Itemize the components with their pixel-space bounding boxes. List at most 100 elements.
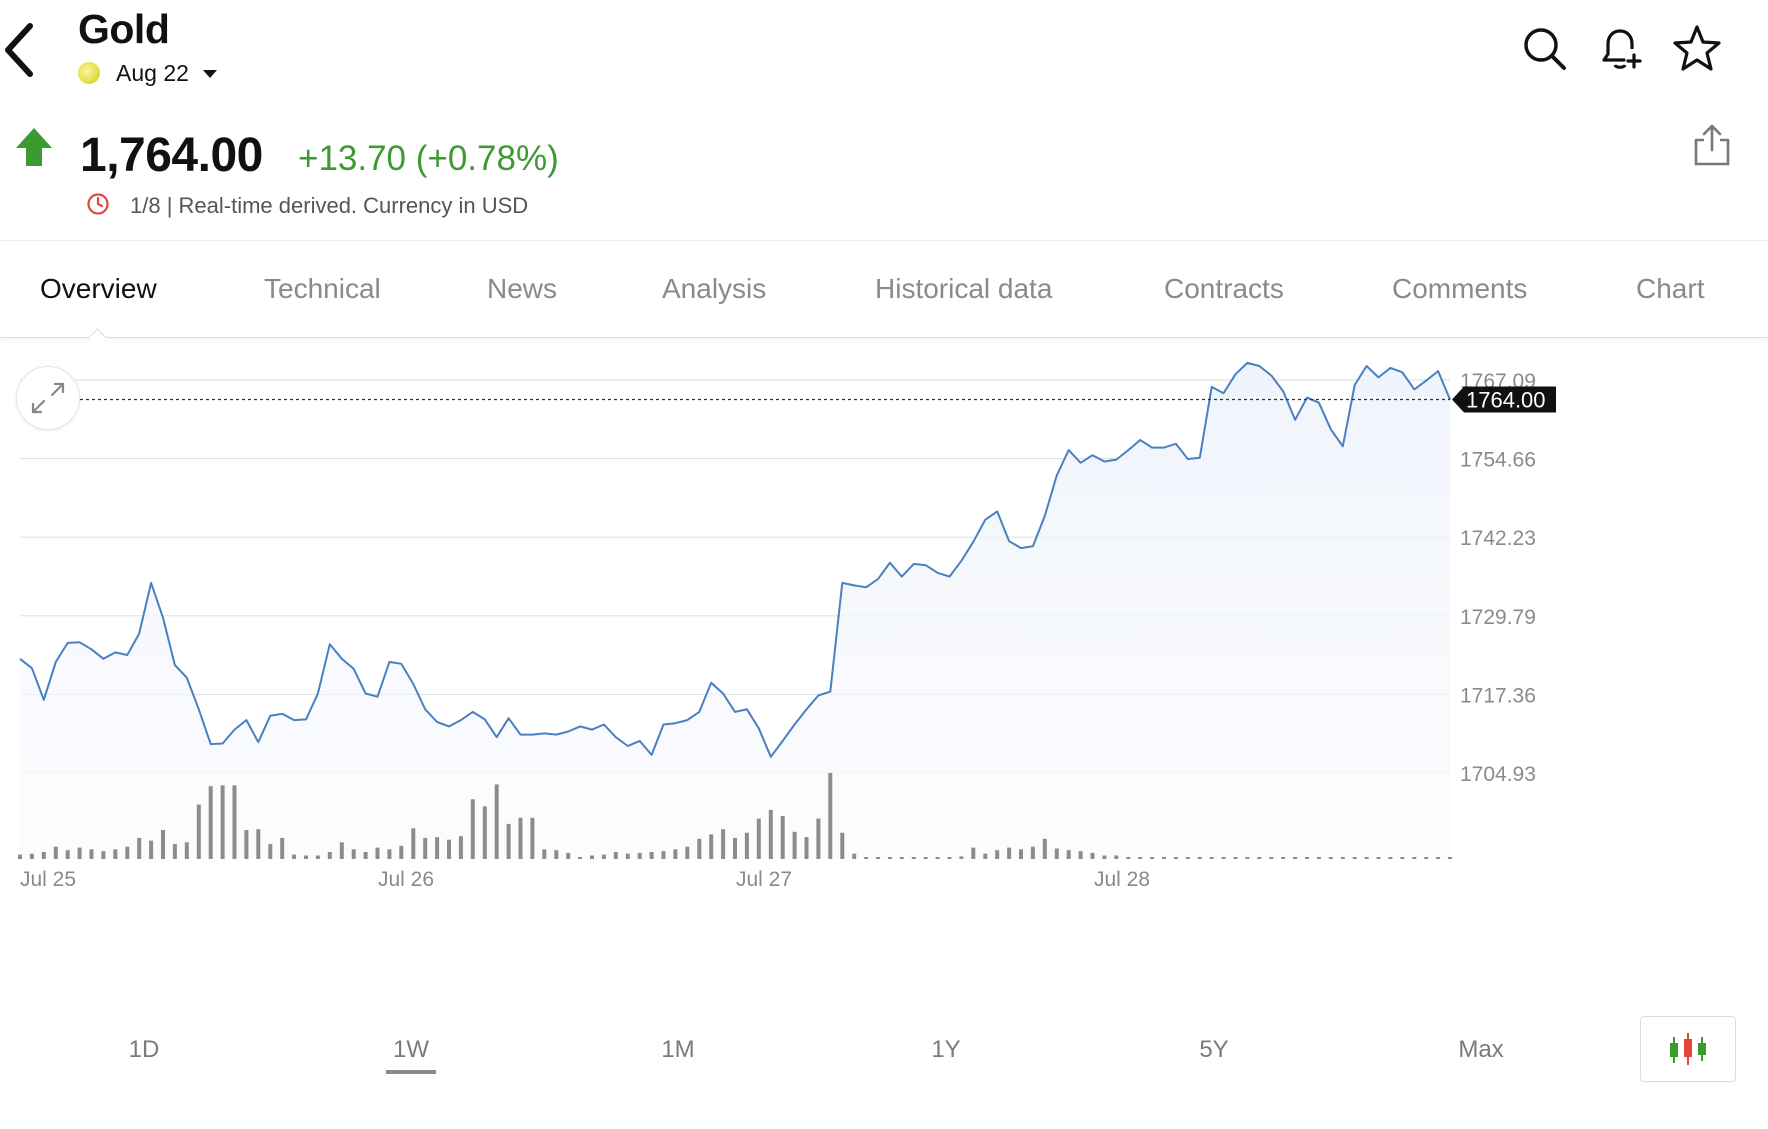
up-arrow-icon bbox=[14, 126, 54, 168]
volume-bar bbox=[89, 849, 94, 859]
volume-bar bbox=[1388, 857, 1393, 859]
volume-bar bbox=[1412, 857, 1417, 859]
chart-type-button[interactable] bbox=[1640, 1016, 1736, 1082]
volume-bar bbox=[1316, 857, 1321, 859]
volume-bar bbox=[852, 853, 857, 859]
volume-bar bbox=[101, 851, 106, 859]
x-tick-label: Jul 27 bbox=[736, 868, 792, 891]
volume-bar bbox=[876, 857, 880, 859]
volume-bar bbox=[804, 837, 809, 859]
volume-bar bbox=[125, 846, 130, 859]
volume-bar bbox=[161, 830, 165, 859]
y-tick-label: 1717.36 bbox=[1460, 684, 1536, 707]
volume-bar bbox=[911, 857, 916, 859]
volume-bar bbox=[53, 846, 58, 859]
price-area-fill bbox=[20, 362, 1450, 773]
y-tick-label: 1729.79 bbox=[1460, 606, 1536, 629]
volume-bar bbox=[744, 832, 749, 859]
volume-bar bbox=[661, 851, 666, 859]
volume-bar bbox=[280, 837, 285, 859]
tab-historical-data[interactable]: Historical data bbox=[875, 273, 1053, 304]
back-button[interactable] bbox=[0, 20, 50, 80]
tab-technical[interactable]: Technical bbox=[264, 273, 381, 304]
volume-bar bbox=[1173, 857, 1178, 859]
search-button[interactable] bbox=[1518, 22, 1572, 76]
tab-analysis[interactable]: Analysis bbox=[662, 273, 767, 304]
y-tick-label: 1742.23 bbox=[1460, 527, 1536, 550]
volume-bar bbox=[649, 852, 654, 859]
add-alert-button[interactable] bbox=[1594, 22, 1648, 76]
range-max[interactable]: Max bbox=[1458, 1036, 1504, 1063]
volume-bar bbox=[947, 857, 952, 859]
volume-bar bbox=[1114, 855, 1119, 859]
tab-overview[interactable]: Overview bbox=[40, 273, 157, 304]
range-1m[interactable]: 1M bbox=[661, 1036, 695, 1063]
volume-bar bbox=[542, 849, 547, 859]
volume-bar bbox=[1078, 851, 1083, 859]
volume-bar bbox=[1245, 857, 1250, 859]
volume-bar bbox=[721, 829, 726, 859]
expand-chart-button[interactable] bbox=[16, 366, 80, 430]
contract-selector[interactable]: Aug 22 bbox=[78, 58, 217, 88]
volume-bar bbox=[77, 847, 82, 859]
volume-bar bbox=[1400, 857, 1405, 859]
volume-bar bbox=[959, 856, 964, 859]
volume-bar bbox=[792, 831, 797, 859]
volume-bar bbox=[375, 847, 380, 859]
volume-bar bbox=[196, 804, 201, 859]
volume-bar bbox=[1448, 857, 1452, 859]
volume-bar bbox=[315, 855, 320, 859]
volume-bar bbox=[304, 855, 308, 859]
bell-plus-icon bbox=[1602, 29, 1642, 69]
volume-bar bbox=[1293, 857, 1298, 859]
volume-bar bbox=[816, 818, 821, 859]
candlestick-icon bbox=[1670, 1033, 1706, 1065]
volume-bar bbox=[327, 852, 332, 859]
volume-bar bbox=[733, 837, 737, 859]
volume-bar bbox=[1209, 857, 1214, 859]
price-chart[interactable]: 1767.091754.661742.231729.791717.361704.… bbox=[0, 340, 1768, 1010]
volume-bar bbox=[625, 853, 630, 859]
volume-bar bbox=[1066, 850, 1071, 859]
volume-bar bbox=[1090, 852, 1095, 859]
volume-bar bbox=[697, 838, 702, 859]
volume-bar bbox=[983, 853, 988, 859]
range-1y[interactable]: 1Y bbox=[931, 1036, 961, 1063]
price-line bbox=[19, 361, 1451, 758]
volume-bar bbox=[864, 857, 869, 859]
volume-bar bbox=[1019, 849, 1023, 859]
volume-bar bbox=[482, 806, 487, 859]
watchlist-star-button[interactable] bbox=[1670, 22, 1724, 76]
volume-bar bbox=[65, 850, 70, 859]
volume-bar bbox=[1364, 857, 1369, 859]
volume-bar bbox=[1197, 857, 1202, 859]
last-price: 1,764.00 bbox=[80, 129, 263, 182]
y-tick-label: 1704.93 bbox=[1460, 763, 1536, 786]
range-1w[interactable]: 1W bbox=[393, 1036, 429, 1063]
tab-contracts[interactable]: Contracts bbox=[1164, 273, 1284, 304]
range-5y[interactable]: 5Y bbox=[1199, 1036, 1229, 1063]
volume-bar bbox=[673, 849, 678, 859]
range-1d[interactable]: 1D bbox=[128, 1036, 160, 1063]
volume-bar bbox=[1162, 857, 1166, 859]
volume-bar bbox=[935, 857, 940, 859]
volume-bar bbox=[1352, 857, 1357, 859]
share-icon bbox=[1694, 124, 1730, 166]
volume-bar bbox=[899, 857, 904, 859]
tab-news[interactable]: News bbox=[487, 273, 558, 304]
volume-bar bbox=[1042, 838, 1047, 859]
volume-bar bbox=[29, 853, 34, 859]
tab-comments[interactable]: Comments bbox=[1392, 273, 1528, 304]
volume-bar bbox=[458, 836, 463, 859]
volume-bar bbox=[566, 852, 571, 859]
caret-down-icon bbox=[202, 70, 217, 78]
tab-chart[interactable]: Chart bbox=[1636, 273, 1705, 304]
volume-bar bbox=[113, 849, 118, 859]
clock-icon bbox=[86, 192, 110, 216]
volume-bar bbox=[292, 854, 297, 859]
volume-bar bbox=[1269, 857, 1274, 859]
share-button[interactable] bbox=[1690, 120, 1734, 168]
volume-bar bbox=[256, 829, 261, 859]
volume-bar bbox=[494, 784, 499, 859]
volume-bar bbox=[756, 818, 761, 859]
